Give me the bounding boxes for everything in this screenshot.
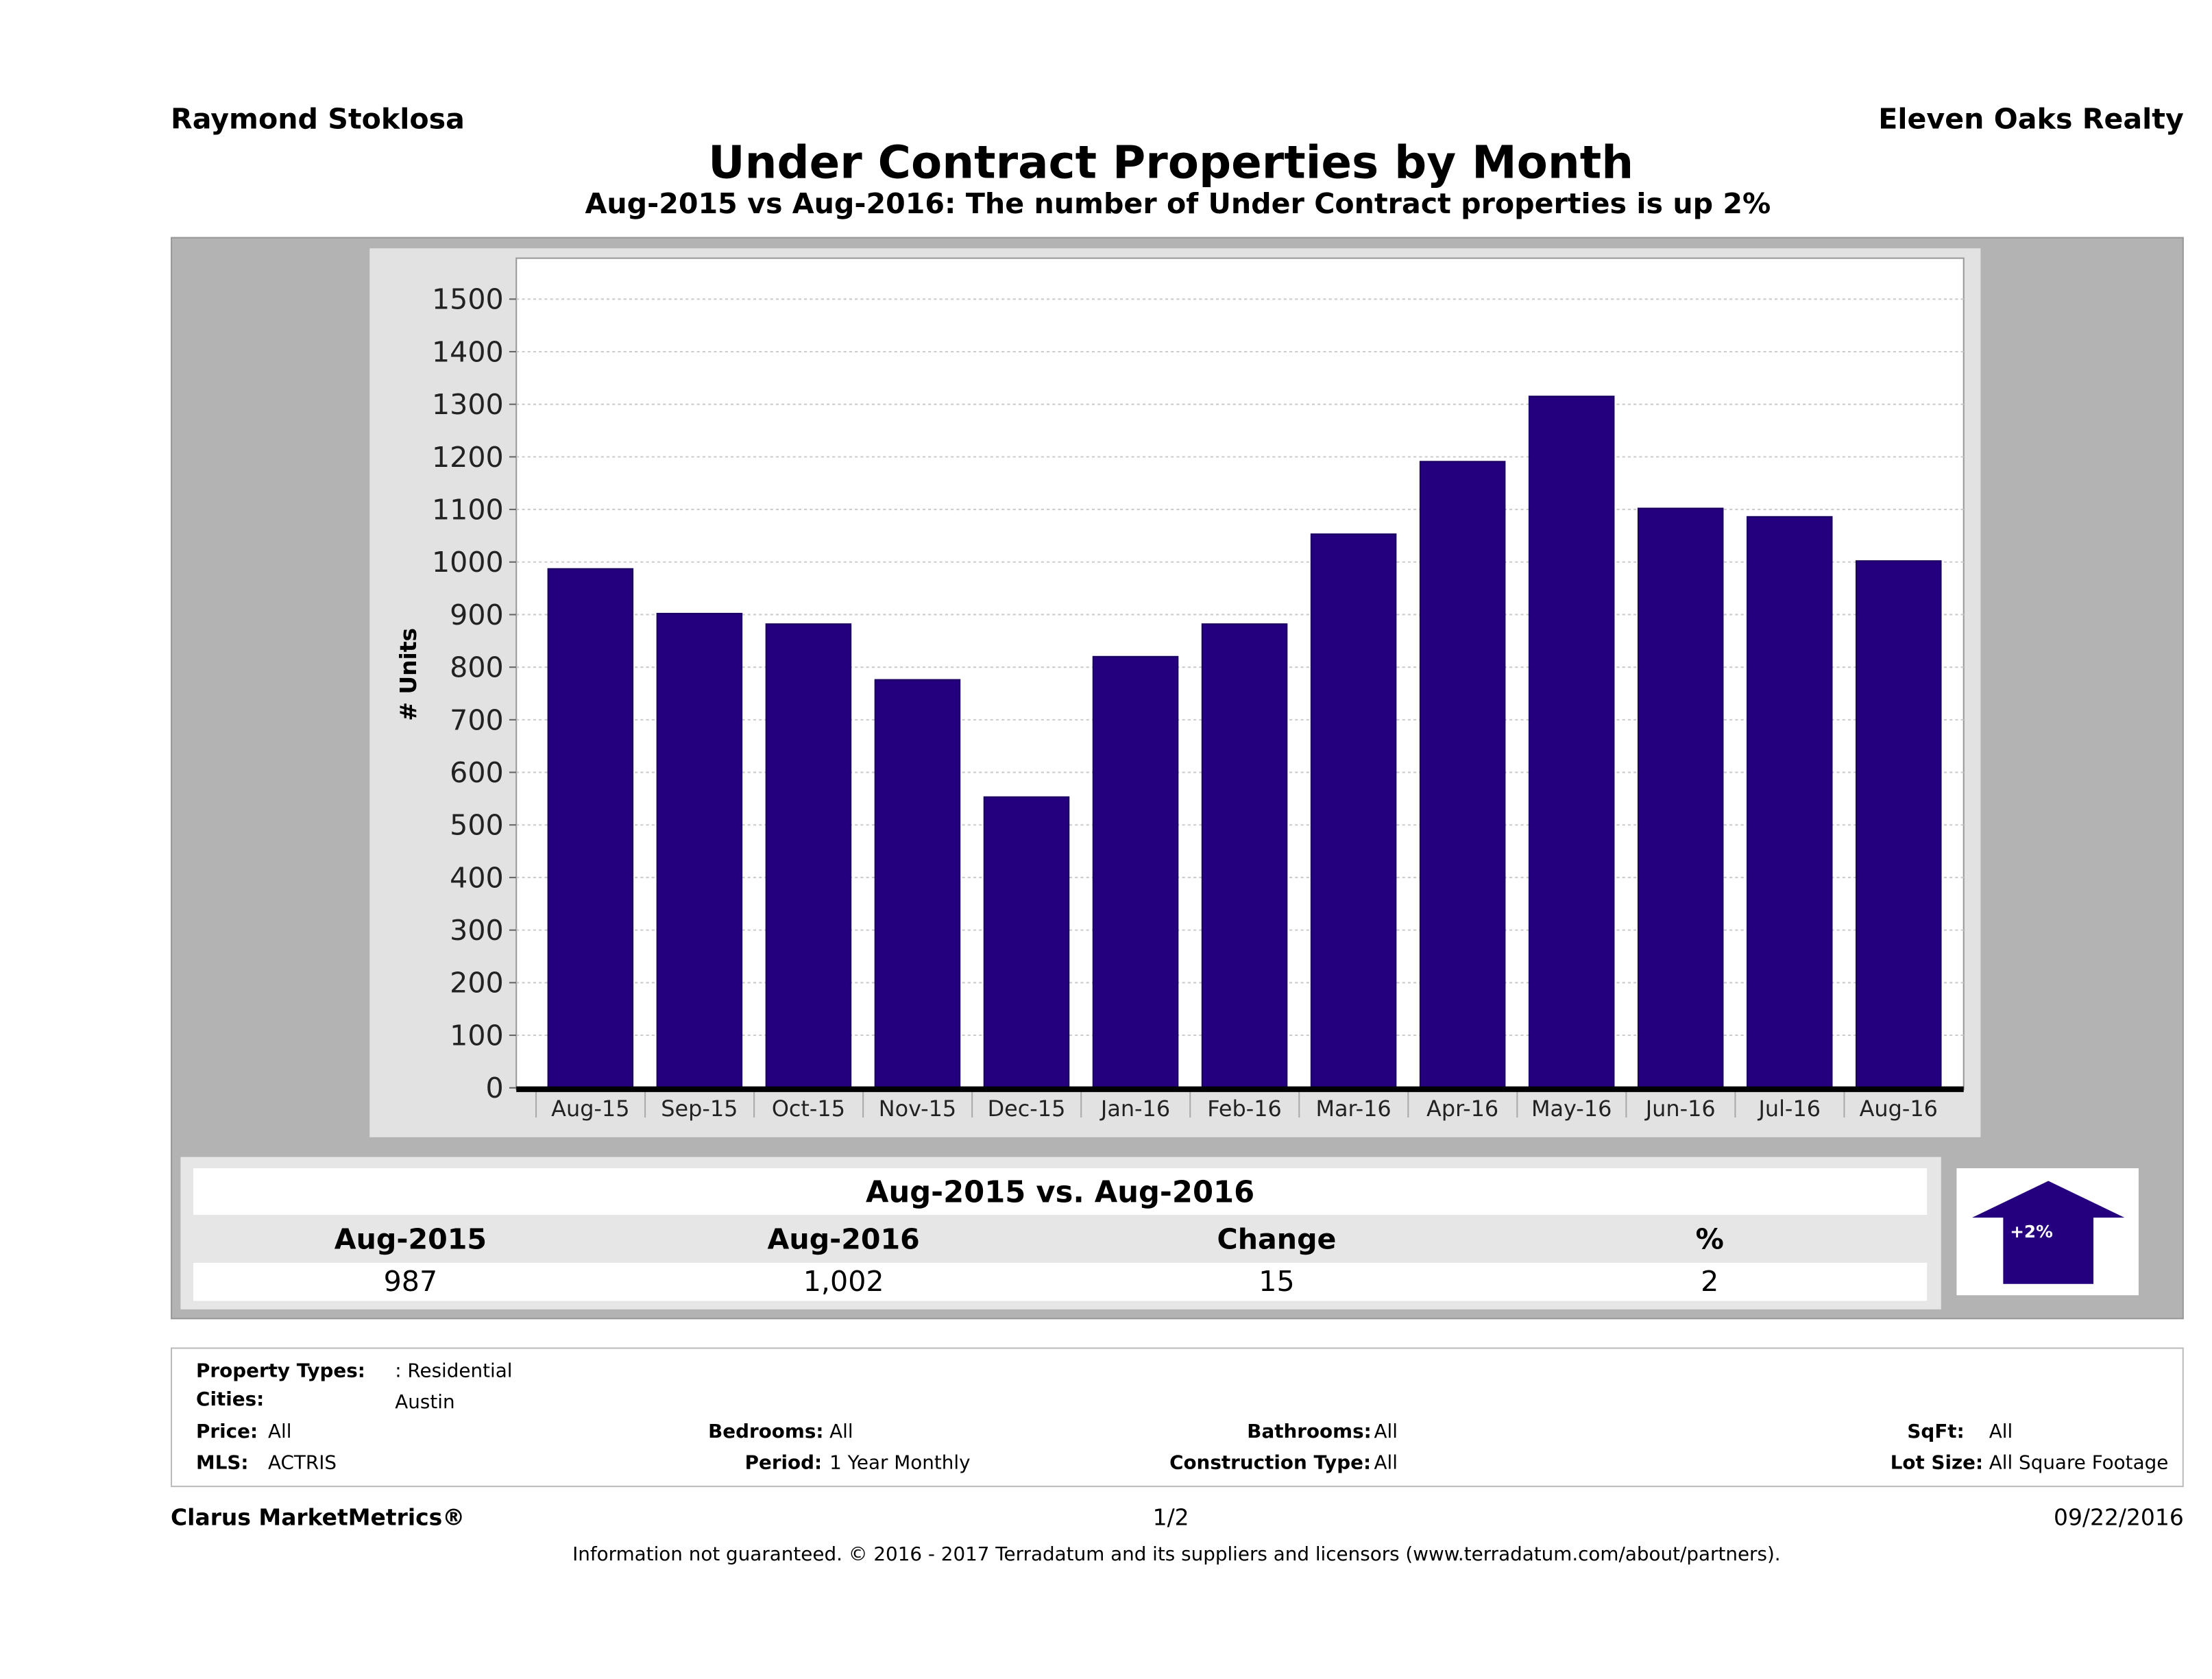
chart-panel: 0 100 200 300 400 500 600 700 800 900 1000 1100 1200…: [369, 248, 1981, 1137]
bar: [1310, 533, 1397, 1089]
property-types-value: : Residential: [395, 1360, 513, 1383]
summary-col-header: Aug-2016: [767, 1222, 920, 1256]
x-tick-label: Jan-16: [1099, 1096, 1170, 1122]
bar: [1419, 461, 1506, 1089]
y-tick-label: 800: [450, 651, 504, 684]
change-badge: +2%: [1956, 1168, 2139, 1296]
change-badge-label: +2%: [2010, 1222, 2053, 1242]
x-tick-label: Sep-15: [661, 1096, 738, 1122]
x-tick-label: Jul-16: [1757, 1096, 1821, 1122]
y-tick-label: 0: [486, 1072, 504, 1104]
bar: [1092, 655, 1179, 1089]
x-tick-label: Jun-16: [1644, 1096, 1716, 1122]
price-value: All: [268, 1421, 292, 1444]
summary-heading: Aug-2015 vs. Aug-2016: [866, 1175, 1255, 1209]
cities-value: Austin: [395, 1391, 455, 1414]
period-value: 1 Year Monthly: [829, 1451, 971, 1475]
y-tick-label: 400: [450, 861, 504, 894]
period-label: Period:: [744, 1451, 823, 1475]
y-tick-label: 1200: [432, 441, 504, 474]
bar-chart: 0 100 200 300 400 500 600 700 800 900 1000 1100 1200…: [395, 257, 1965, 1122]
x-tick-label: Aug-15: [551, 1096, 629, 1122]
y-axis-label: # Units: [395, 628, 422, 721]
product-name: Clarus MarketMetrics®: [171, 1503, 465, 1531]
y-tick-label: 600: [450, 756, 504, 789]
disclaimer: Information not guaranteed. © 2016 - 201…: [572, 1543, 1781, 1567]
summary-header-row: Aug-2015 Aug-2016 Change %: [193, 1216, 1927, 1260]
summary-heading-band: Aug-2015 vs. Aug-2016: [193, 1168, 1928, 1215]
bar: [874, 679, 961, 1089]
summary-value: 15: [1259, 1264, 1295, 1298]
bar: [656, 612, 743, 1089]
bathrooms-label: Bathrooms:: [1247, 1421, 1372, 1444]
x-tick-label: Oct-15: [772, 1096, 845, 1122]
y-tick-label: 300: [450, 914, 504, 947]
y-tick-label: 1500: [432, 283, 504, 316]
y-tick-label: 200: [450, 967, 504, 1000]
bar: [1746, 516, 1833, 1089]
bedrooms-label: Bedrooms:: [708, 1421, 824, 1444]
sqft-label: SqFt:: [1907, 1421, 1965, 1444]
summary-value: 1,002: [803, 1264, 884, 1298]
price-label: Price:: [196, 1421, 258, 1444]
bar: [1201, 623, 1288, 1089]
bar: [1528, 396, 1615, 1089]
page-number: 1/2: [1152, 1503, 1189, 1531]
bar: [765, 623, 852, 1089]
x-tick-label: May-16: [1531, 1096, 1612, 1122]
x-tick-label: Feb-16: [1207, 1096, 1281, 1122]
summary-col-header: Change: [1217, 1222, 1337, 1256]
x-tick-label: Apr-16: [1426, 1096, 1498, 1122]
y-tick-label: 1100: [432, 493, 504, 526]
y-tick-label: 1300: [432, 388, 504, 421]
summary-value-row: 987 1,002 15 2: [193, 1262, 1928, 1301]
summary-value: 2: [1701, 1264, 1719, 1298]
y-tick-label: 1400: [432, 335, 504, 368]
y-tick-label: 1000: [432, 546, 504, 579]
x-tick-label: Aug-16: [1860, 1096, 1938, 1122]
x-tick-label: Mar-16: [1316, 1096, 1391, 1122]
lot-size-value: All Square Footage: [1989, 1451, 2169, 1475]
page-title: Under Contract Properties by Month: [708, 135, 1634, 189]
x-tick-label: Dec-15: [988, 1096, 1066, 1122]
bar: [983, 796, 1070, 1089]
sqft-value: All: [1989, 1421, 2013, 1444]
summary-col-header: %: [1695, 1222, 1724, 1256]
y-tick-label: 100: [450, 1019, 504, 1052]
y-tick-label: 900: [450, 599, 504, 631]
x-tick-label: Nov-15: [879, 1096, 956, 1122]
lot-size-label: Lot Size:: [1890, 1451, 1984, 1475]
bar: [1856, 560, 1942, 1089]
up-arrow-icon: [1972, 1181, 2125, 1284]
summary-panel: Aug-2015 vs. Aug-2016 Aug-2015 Aug-2016 …: [180, 1157, 1941, 1309]
bathrooms-value: All: [1374, 1421, 1398, 1444]
summary-value: 987: [383, 1264, 438, 1298]
bar: [547, 568, 634, 1089]
brokerage-name: Eleven Oaks Realty: [1878, 101, 2184, 136]
mls-label: MLS:: [196, 1451, 249, 1475]
agent-name: Raymond Stoklosa: [171, 101, 465, 136]
cities-label: Cities:: [196, 1388, 265, 1411]
bar: [1637, 507, 1724, 1089]
report-date: 09/22/2016: [2053, 1503, 2184, 1531]
summary-col-header: Aug-2015: [334, 1222, 487, 1256]
page-subtitle: Aug-2015 vs Aug-2016: The number of Unde…: [585, 186, 1771, 221]
y-tick-label: 500: [450, 809, 504, 842]
property-types-label: Property Types:: [196, 1360, 365, 1383]
construction-type-value: All: [1374, 1451, 1398, 1475]
bedrooms-value: All: [829, 1421, 853, 1444]
construction-type-label: Construction Type:: [1169, 1451, 1372, 1475]
filter-criteria: Property Types: : Residential Cities: Au…: [171, 1347, 2184, 1488]
mls-value: ACTRIS: [268, 1451, 337, 1475]
y-tick-label: 700: [450, 703, 504, 736]
